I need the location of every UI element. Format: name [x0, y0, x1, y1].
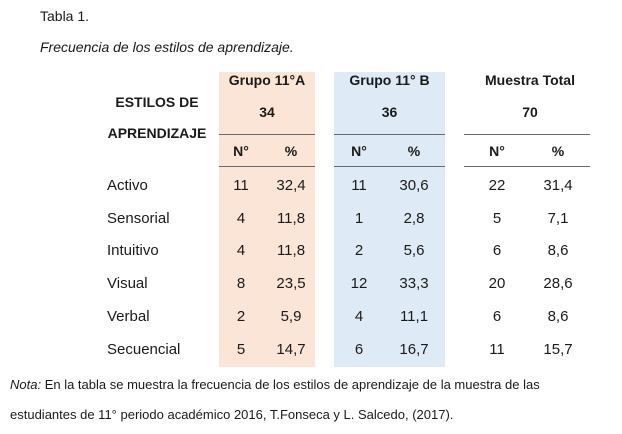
- cell-b-n: 2: [354, 242, 364, 259]
- cell-a-pct: 32,4: [276, 177, 306, 194]
- caption-subtitle: Frecuencia de los estilos de aprendizaje…: [40, 39, 294, 55]
- subheader-a-pct: %: [284, 143, 298, 159]
- note-line1: Nota: En la tabla se muestra la frecuenc…: [10, 377, 540, 392]
- cell-a-n: 8: [236, 275, 246, 292]
- cell-b-pct: 2,8: [403, 210, 425, 227]
- subheader-t-pct: %: [551, 143, 565, 159]
- cell-b-n: 4: [354, 308, 364, 325]
- group-b-name: Grupo 11° B: [349, 72, 430, 88]
- row-label: Activo: [107, 177, 148, 194]
- note-label: Nota:: [10, 377, 42, 392]
- cell-b-n: 1: [354, 210, 364, 227]
- cell-t-n: 5: [492, 210, 502, 227]
- row-label: Verbal: [107, 308, 150, 325]
- subheader-t-n: N°: [489, 143, 505, 159]
- cell-a-n: 5: [236, 341, 246, 358]
- group-b-band: [334, 72, 445, 367]
- subheader-rule-total: [464, 166, 590, 167]
- row-label: Visual: [107, 275, 148, 292]
- cell-a-n: 2: [236, 308, 246, 325]
- cell-b-n: 11: [351, 177, 367, 194]
- cell-t-pct: 28,6: [543, 275, 573, 292]
- cell-a-pct: 23,5: [276, 275, 306, 292]
- group-total-total: 70: [522, 104, 538, 120]
- cell-t-n: 22: [488, 177, 506, 194]
- row-header-line1: ESTILOS DE: [115, 94, 199, 110]
- cell-a-n: 4: [236, 210, 246, 227]
- cell-a-pct: 14,7: [276, 341, 306, 358]
- cell-t-pct: 7,1: [547, 210, 569, 227]
- cell-b-pct: 5,6: [403, 242, 425, 259]
- cell-t-pct: 8,6: [547, 242, 569, 259]
- caption-title: Tabla 1.: [40, 8, 90, 24]
- note-text1: En la tabla se muestra la frecuencia de …: [41, 377, 540, 392]
- cell-b-pct: 16,7: [399, 341, 429, 358]
- cell-t-pct: 15,7: [543, 341, 573, 358]
- group-a-band: [219, 72, 315, 367]
- cell-t-n: 20: [488, 275, 506, 292]
- group-b-total: 36: [381, 104, 398, 120]
- group-a-name: Grupo 11°A: [228, 72, 306, 88]
- cell-t-pct: 31,4: [543, 177, 573, 194]
- cell-t-n: 11: [489, 341, 505, 358]
- row-label: Sensorial: [107, 210, 170, 227]
- cell-b-pct: 30,6: [399, 177, 429, 194]
- row-label: Secuencial: [107, 341, 181, 358]
- group-a-total: 34: [259, 104, 275, 120]
- cell-b-n: 6: [354, 341, 364, 358]
- note-line2: estudiantes de 11° periodo académico 201…: [10, 407, 454, 422]
- cell-b-pct: 11,1: [399, 308, 429, 325]
- cell-a-pct: 11,8: [276, 242, 306, 259]
- group-total-name: Muestra Total: [485, 72, 575, 88]
- subheader-b-pct: %: [407, 143, 421, 159]
- cell-a-n: 11: [233, 177, 249, 194]
- subheader-rule-a: [219, 166, 315, 167]
- cell-b-pct: 33,3: [399, 275, 429, 292]
- header-rule-total: [464, 134, 590, 135]
- header-rule-a: [219, 134, 315, 135]
- cell-b-n: 12: [350, 275, 368, 292]
- subheader-b-n: N°: [351, 143, 367, 159]
- cell-a-n: 4: [236, 242, 246, 259]
- subheader-rule-b: [334, 166, 445, 167]
- cell-a-pct: 5,9: [280, 308, 302, 325]
- cell-a-pct: 11,8: [276, 210, 306, 227]
- row-label: Intuitivo: [107, 242, 159, 259]
- row-header-line2: APRENDIZAJE: [107, 125, 207, 141]
- cell-t-pct: 8,6: [547, 308, 569, 325]
- subheader-a-n: N°: [233, 143, 249, 159]
- cell-t-n: 6: [492, 242, 502, 259]
- cell-t-n: 6: [492, 308, 502, 325]
- header-rule-b: [334, 134, 445, 135]
